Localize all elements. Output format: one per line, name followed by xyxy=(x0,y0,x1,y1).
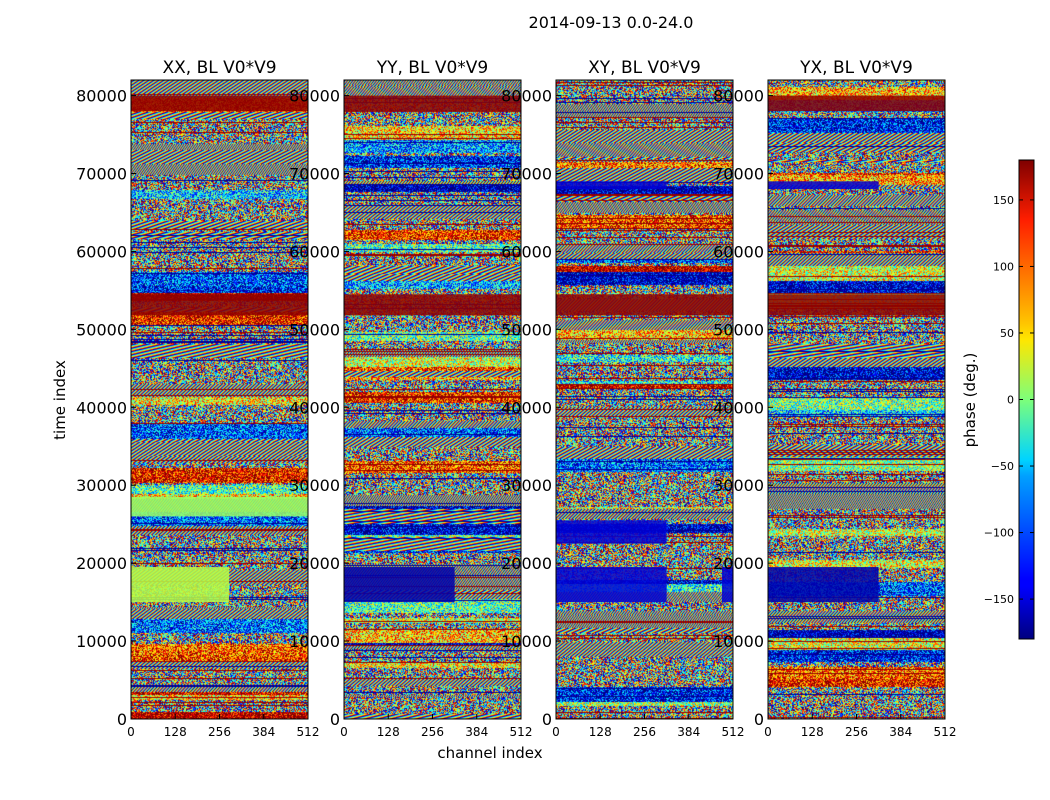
panel-title-3: XY, BL V0*V9 xyxy=(588,58,701,78)
panel-1-feature-4 xyxy=(131,496,308,517)
panel-1-feature-2 xyxy=(131,294,308,316)
y-tick-label: 80000 xyxy=(289,87,340,106)
y-tick-label: 70000 xyxy=(713,165,764,184)
panel-3-feature-1 xyxy=(556,567,667,603)
colorbar-label: phase (deg.) xyxy=(961,353,979,448)
colorbar-tick-label: 0 xyxy=(1007,394,1014,407)
x-tick-label: 128 xyxy=(377,725,400,739)
y-tick-label: 50000 xyxy=(289,320,340,339)
x-tick-label: 384 xyxy=(465,725,488,739)
panel-3-feature-3 xyxy=(556,520,667,544)
y-tick-label: 20000 xyxy=(501,554,552,573)
colorbar-tick-label: −150 xyxy=(984,593,1014,606)
panels-group: XX, BL V0*V9 0 128 256 384 512 0 10000 20000 3000… xyxy=(76,58,956,739)
y-tick-label: 20000 xyxy=(289,554,340,573)
y-tick-label: 50000 xyxy=(76,320,127,339)
x-tick-label: 128 xyxy=(589,725,612,739)
y-tick-label: 30000 xyxy=(289,476,340,495)
y-tick-label: 40000 xyxy=(501,398,552,417)
y-tick-label: 80000 xyxy=(713,87,764,106)
y-axis-label: time index xyxy=(51,360,69,440)
x-tick-label: 0 xyxy=(552,725,560,739)
y-tick-label: 0 xyxy=(754,710,764,729)
panel-4-feature-2 xyxy=(768,294,945,316)
panel-heatmap-2 xyxy=(344,80,521,719)
y-tick-label: 20000 xyxy=(76,554,127,573)
panel-4: YX, BL V0*V9 0 128 256 384 512 0 10000 20000 3000… xyxy=(713,58,956,739)
colorbar: −150 −100 −50 0 50 100 150 xyxy=(984,159,1035,640)
x-tick-label: 0 xyxy=(127,725,135,739)
y-tick-label: 10000 xyxy=(289,632,340,651)
panel-3: XY, BL V0*V9 0 128 256 384 512 0 10000 20000 3000… xyxy=(501,58,744,739)
y-tick-label: 20000 xyxy=(713,554,764,573)
panel-4-feature-3 xyxy=(768,95,945,112)
y-tick-label: 40000 xyxy=(713,398,764,417)
y-tick-label: 70000 xyxy=(501,165,552,184)
x-tick-label: 512 xyxy=(297,725,320,739)
panel-4-feature-4 xyxy=(768,181,879,190)
y-tick-label: 50000 xyxy=(713,320,764,339)
y-tick-label: 40000 xyxy=(289,398,340,417)
panel-2-feature-3 xyxy=(344,95,521,112)
x-tick-label: 512 xyxy=(510,725,533,739)
x-tick-label: 384 xyxy=(889,725,912,739)
x-tick-label: 256 xyxy=(633,725,656,739)
panel-title-2: YY, BL V0*V9 xyxy=(376,58,489,78)
y-tick-label: 30000 xyxy=(501,476,552,495)
colorbar-tick-label: −100 xyxy=(984,527,1014,540)
colorbar-tick-label: 50 xyxy=(1000,327,1014,340)
chart-title: 2014-09-13 0.0-24.0 xyxy=(529,13,694,32)
x-axis-label: channel index xyxy=(437,744,542,762)
y-tick-label: 60000 xyxy=(713,242,764,261)
panel-3-feature-2 xyxy=(721,567,733,603)
panel-1: XX, BL V0*V9 0 128 256 384 512 0 10000 20000 3000… xyxy=(76,58,319,739)
panel-heatmap-3 xyxy=(556,80,733,719)
panel-1-feature-3 xyxy=(131,95,308,112)
y-tick-label: 50000 xyxy=(501,320,552,339)
panel-title-1: XX, BL V0*V9 xyxy=(162,58,276,78)
y-tick-label: 80000 xyxy=(76,87,127,106)
x-tick-label: 384 xyxy=(252,725,275,739)
x-tick-label: 384 xyxy=(677,725,700,739)
x-tick-label: 0 xyxy=(764,725,772,739)
x-tick-label: 256 xyxy=(208,725,231,739)
y-tick-label: 30000 xyxy=(76,476,127,495)
panel-4-feature-1 xyxy=(768,567,879,603)
colorbar-tick-label: −50 xyxy=(991,460,1014,473)
x-tick-label: 128 xyxy=(164,725,187,739)
y-tick-label: 60000 xyxy=(289,242,340,261)
x-tick-label: 256 xyxy=(845,725,868,739)
panel-3-feature-4 xyxy=(556,294,733,316)
y-tick-label: 70000 xyxy=(289,165,340,184)
y-tick-label: 10000 xyxy=(501,632,552,651)
x-tick-label: 512 xyxy=(722,725,745,739)
x-tick-label: 128 xyxy=(801,725,824,739)
colorbar-tick-label: 150 xyxy=(993,194,1014,207)
y-tick-label: 80000 xyxy=(501,87,552,106)
x-tick-label: 256 xyxy=(421,725,444,739)
panel-heatmap-1 xyxy=(131,80,308,719)
panel-2-feature-2 xyxy=(344,294,521,316)
y-tick-label: 0 xyxy=(542,710,552,729)
panel-1-feature-1 xyxy=(131,567,230,603)
panel-2-feature-1 xyxy=(344,567,455,603)
y-tick-label: 70000 xyxy=(76,165,127,184)
y-tick-label: 0 xyxy=(117,710,127,729)
y-tick-label: 60000 xyxy=(501,242,552,261)
panel-heatmap-4 xyxy=(768,80,945,719)
x-tick-label: 512 xyxy=(934,725,957,739)
panel-3-feature-5 xyxy=(556,181,667,190)
y-tick-label: 10000 xyxy=(713,632,764,651)
panel-2: YY, BL V0*V9 0 128 256 384 512 0 10000 20000 3000… xyxy=(289,58,532,739)
colorbar-tick-label: 100 xyxy=(993,260,1014,273)
y-tick-label: 60000 xyxy=(76,242,127,261)
y-tick-label: 0 xyxy=(330,710,340,729)
y-tick-label: 40000 xyxy=(76,398,127,417)
y-tick-label: 10000 xyxy=(76,632,127,651)
y-tick-label: 30000 xyxy=(713,476,764,495)
panel-title-4: YX, BL V0*V9 xyxy=(799,58,913,78)
x-tick-label: 0 xyxy=(340,725,348,739)
